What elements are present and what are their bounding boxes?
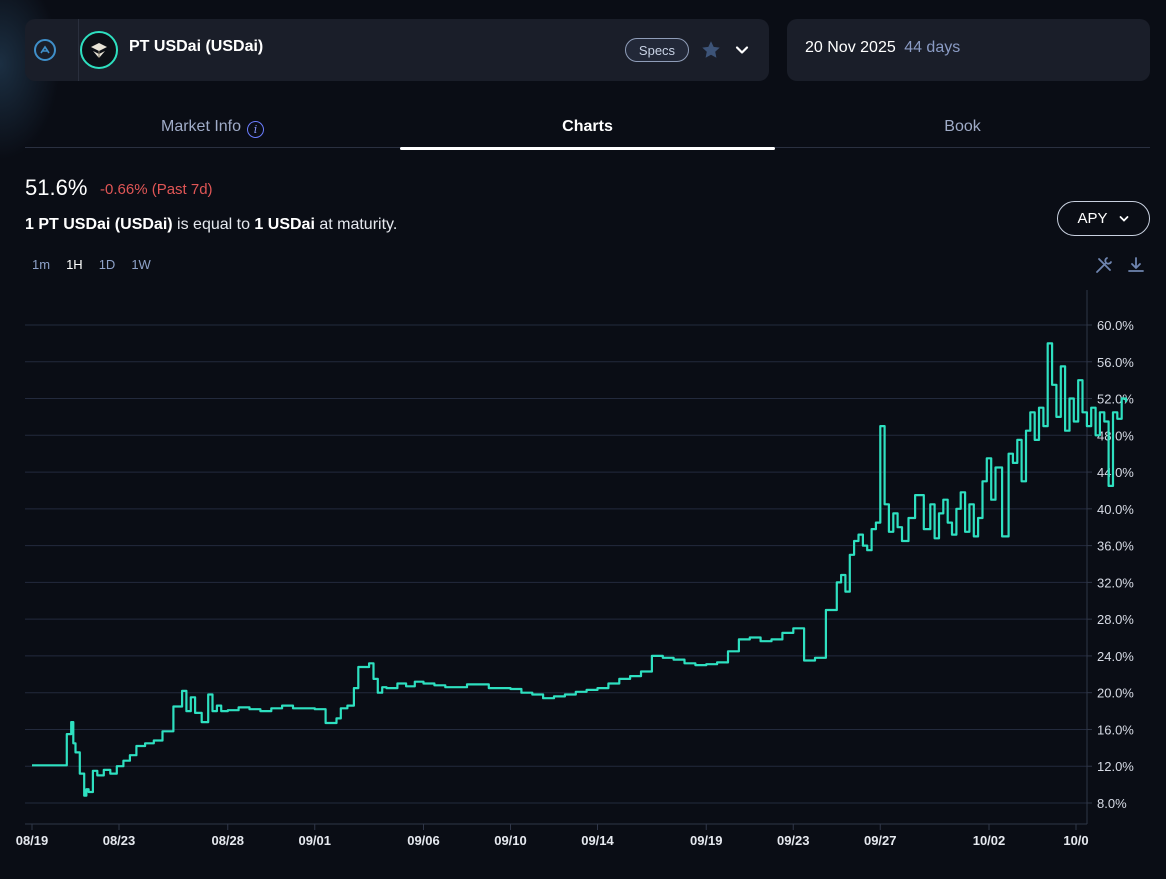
y-tick-label: 32.0% (1097, 575, 1134, 590)
tab-label: Market Info (160, 118, 242, 135)
y-tick-label: 8.0% (1097, 796, 1127, 811)
maturity-date: 20 Nov 2025 (805, 39, 896, 56)
market-title: PT USDai (USDai) (129, 38, 264, 55)
apy-chart[interactable]: 8.0% 12.0% 16.0% 20.0% 24.0% 28.0% 32.0% 36.0% 4… (0, 285, 1166, 879)
x-tick-label: 09/23 (777, 833, 810, 848)
metric-select[interactable]: APY (1057, 201, 1150, 236)
y-tick-label: 44.0% (1097, 465, 1134, 480)
interval-1m[interactable]: 1m (32, 257, 51, 272)
tab-bar: Market Info i Charts Book (25, 108, 1150, 150)
token-logo-icon (80, 31, 118, 69)
tab-charts[interactable]: Charts (400, 108, 775, 150)
interval-1h[interactable]: 1H (66, 257, 83, 272)
info-icon[interactable]: i (247, 121, 265, 138)
y-tick-label: 40.0% (1097, 502, 1134, 517)
star-icon[interactable] (700, 39, 722, 61)
metric-select-label: APY (1077, 210, 1108, 227)
x-tick-label: 10/0 (1063, 833, 1088, 848)
network-button[interactable] (25, 19, 65, 81)
header-divider (78, 19, 79, 81)
x-tick-label: 08/28 (211, 833, 244, 848)
y-tick-label: 60.0% (1097, 318, 1134, 333)
maturity-card: 20 Nov 2025 44 days (787, 19, 1150, 81)
x-tick-label: 09/10 (494, 833, 527, 848)
network-icon (34, 39, 56, 61)
tab-label: Charts (562, 118, 613, 135)
y-tick-label: 20.0% (1097, 686, 1134, 701)
y-axis: 8.0% 12.0% 16.0% 20.0% 24.0% 28.0% 32.0% 36.0% 4… (1086, 290, 1134, 824)
x-tick-label: 08/23 (103, 833, 136, 848)
maturity-note: 1 PT USDai (USDai) is equal to 1 USDai a… (25, 216, 397, 234)
x-tick-label: 09/06 (407, 833, 440, 848)
chart-grid (25, 324, 1087, 804)
x-tick-label: 08/19 (16, 833, 49, 848)
x-axis: 08/19 08/23 08/28 09/01 09/06 09/10 09/14 09/19… (16, 823, 1089, 848)
interval-selector: 1m 1H 1D 1W (32, 257, 151, 272)
apy-series-line (32, 342, 1128, 797)
y-tick-label: 56.0% (1097, 355, 1134, 370)
y-tick-label: 48.0% (1097, 428, 1134, 443)
y-tick-label: 28.0% (1097, 612, 1134, 627)
market-selector-card[interactable]: PT USDai (USDai) Specs (25, 19, 769, 81)
x-tick-label: 09/19 (690, 833, 723, 848)
y-tick-label: 24.0% (1097, 649, 1134, 664)
days-to-maturity: 44 days (904, 39, 961, 56)
download-icon[interactable] (1126, 255, 1146, 275)
x-tick-label: 10/02 (973, 833, 1006, 848)
y-tick-label: 12.0% (1097, 759, 1134, 774)
note-underlying: 1 USDai (254, 216, 315, 233)
apy-change: -0.66% (Past 7d) (100, 181, 213, 198)
interval-1w[interactable]: 1W (131, 257, 151, 272)
x-tick-label: 09/27 (864, 833, 897, 848)
current-apy: 51.6% (25, 175, 88, 200)
tab-label: Book (944, 118, 981, 135)
y-tick-label: 36.0% (1097, 539, 1134, 554)
interval-1d[interactable]: 1D (98, 257, 116, 272)
tab-market-info[interactable]: Market Info i (25, 108, 400, 148)
note-pt: 1 PT USDai (USDai) (25, 216, 173, 233)
tools-icon[interactable] (1094, 255, 1114, 275)
x-tick-label: 09/01 (298, 833, 331, 848)
note-text-end: at maturity. (314, 216, 398, 233)
note-text: is equal to (172, 216, 255, 233)
y-tick-label: 52.0% (1097, 392, 1134, 407)
chevron-down-icon (1119, 215, 1128, 222)
chevron-down-icon[interactable] (733, 41, 751, 59)
tab-book[interactable]: Book (775, 108, 1150, 148)
specs-button[interactable]: Specs (625, 38, 689, 62)
y-tick-label: 16.0% (1097, 722, 1134, 737)
x-tick-label: 09/14 (581, 833, 614, 848)
